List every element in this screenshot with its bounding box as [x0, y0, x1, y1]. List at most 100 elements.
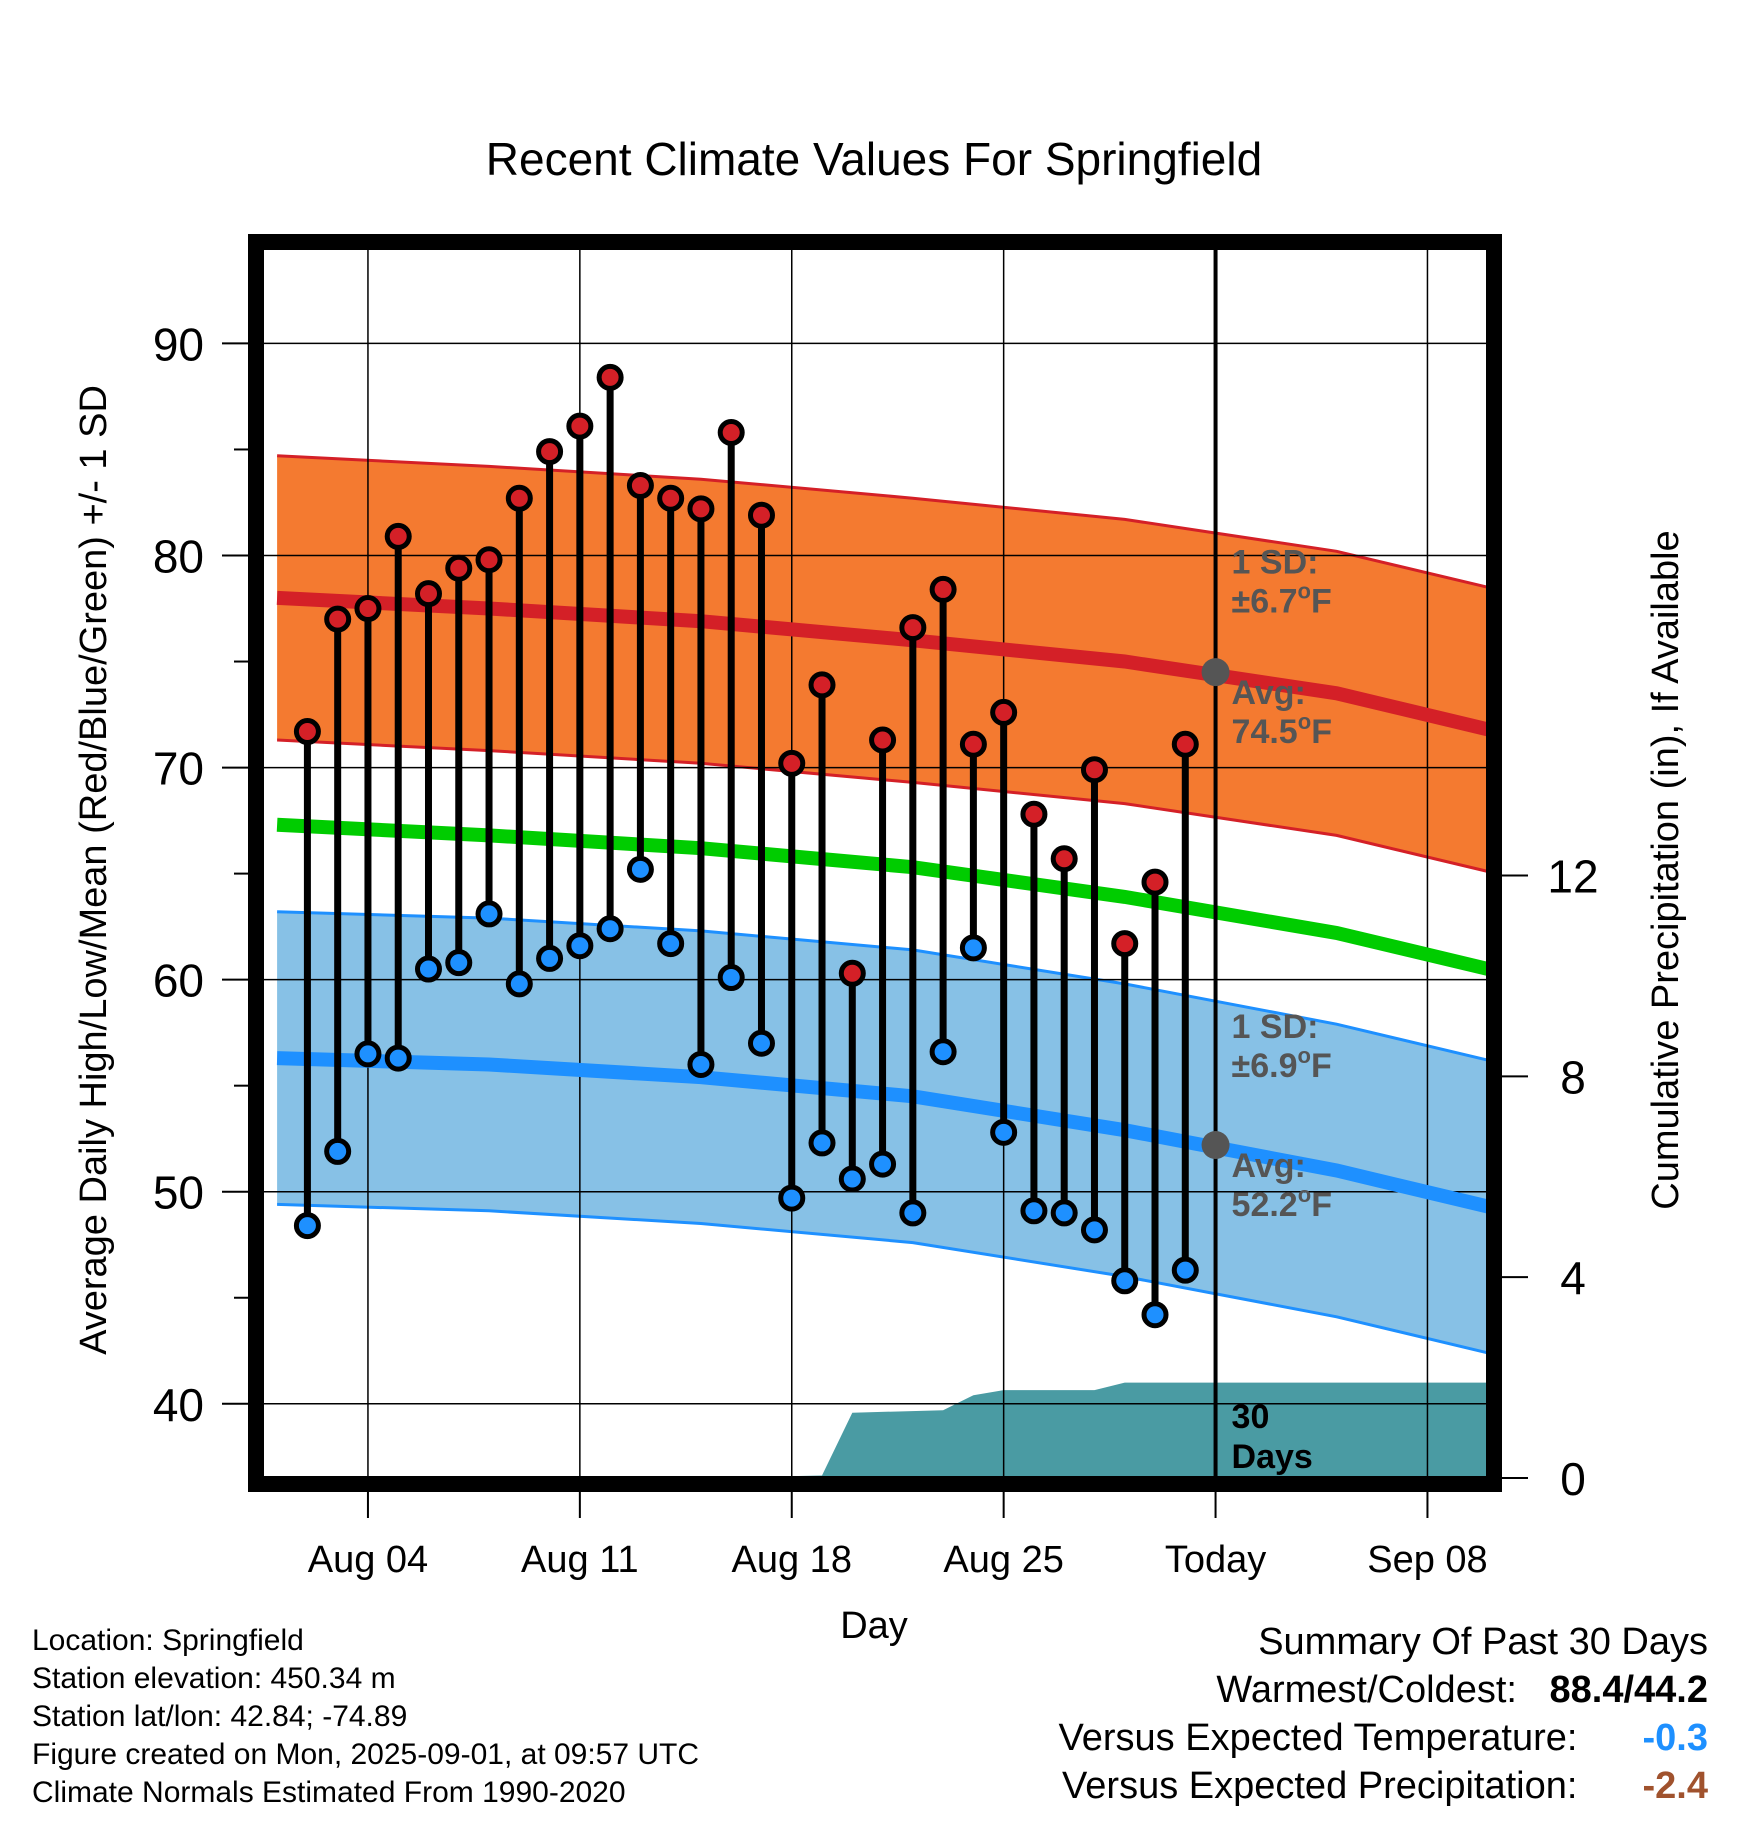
- daily-low-point: [505, 970, 533, 998]
- x-tick-label: Aug 04: [308, 1539, 428, 1581]
- precip-value: -2.4: [1642, 1765, 1708, 1807]
- x-tick-label: Aug 11: [521, 1539, 639, 1581]
- daily-high-point: [1141, 868, 1169, 896]
- daily-low-point: [929, 1038, 957, 1066]
- low-sd-value: ±6.9oF: [1232, 1043, 1332, 1085]
- y-axis-label: Average Daily High/Low/Mean (Red/Blue/Gr…: [73, 385, 115, 1355]
- daily-high-point: [505, 484, 533, 512]
- precip-label: Versus Expected Precipitation:: [1062, 1765, 1578, 1807]
- x-axis-label: Day: [840, 1605, 908, 1647]
- chart-title: Recent Climate Values For Springfield: [486, 133, 1262, 185]
- summary-temp: Versus Expected Temperature: -0.3: [1059, 1714, 1708, 1762]
- daily-high-point: [778, 749, 806, 777]
- daily-low-point: [1111, 1267, 1139, 1295]
- x-tick-label: Aug 25: [943, 1539, 1063, 1581]
- y-tick-label: 50: [153, 1167, 204, 1219]
- low-avg-label: Avg:: [1232, 1147, 1306, 1185]
- y-tick-label: 90: [153, 318, 204, 370]
- plot-frame: [248, 234, 1502, 1492]
- daily-high-point: [445, 554, 473, 582]
- low-sd-label: 1 SD:: [1232, 1008, 1319, 1046]
- today-low-avg-marker: [1201, 1131, 1230, 1160]
- daily-high-point: [838, 959, 866, 987]
- daily-high-point: [808, 671, 836, 699]
- y2-tick-label: 12: [1547, 851, 1598, 903]
- x-tick-label: Sep 08: [1367, 1539, 1487, 1581]
- warm-cold-label: Warmest/Coldest:: [1216, 1669, 1517, 1711]
- daily-low-point: [475, 900, 503, 928]
- daily-low-point: [778, 1184, 806, 1212]
- daily-low-point: [990, 1118, 1018, 1146]
- daily-low-point: [536, 944, 564, 972]
- daily-low-point: [445, 949, 473, 977]
- high-band-upper-edge: [277, 454, 1489, 589]
- daily-high-point: [899, 614, 927, 642]
- daily-high-point: [959, 730, 987, 758]
- temp-value: -0.3: [1642, 1717, 1708, 1759]
- precip-area: [277, 1382, 1489, 1478]
- daily-high-point: [324, 605, 352, 633]
- daily-low-point: [626, 855, 654, 883]
- y2-tick-label: 4: [1560, 1252, 1586, 1304]
- daily-low-point: [384, 1044, 412, 1072]
- daily-low-point: [1141, 1301, 1169, 1329]
- daily-high-point: [293, 718, 321, 746]
- daily-high-point: [566, 412, 594, 440]
- daily-low-point: [717, 964, 745, 992]
- y-tick-label: 80: [153, 531, 204, 583]
- high-sd-value: ±6.7oF: [1232, 578, 1332, 620]
- period-label-days: Days: [1232, 1438, 1313, 1476]
- daily-low-point: [414, 955, 442, 983]
- daily-low-point: [354, 1040, 382, 1068]
- y2-tick-label: 8: [1560, 1051, 1586, 1103]
- daily-low-point: [657, 930, 685, 958]
- daily-high-point: [687, 495, 715, 523]
- daily-low-point: [838, 1165, 866, 1193]
- summary-warm-cold: Warmest/Coldest: 88.4/44.2: [1059, 1666, 1708, 1714]
- daily-low-point: [1080, 1216, 1108, 1244]
- daily-high-point: [747, 501, 775, 529]
- period-label-number: 30: [1232, 1398, 1270, 1436]
- x-tick-label: Aug 18: [732, 1539, 852, 1581]
- summary-panel: Summary Of Past 30 Days Warmest/Coldest:…: [1059, 1618, 1708, 1810]
- daily-high-point: [1171, 730, 1199, 758]
- daily-high-point: [1111, 930, 1139, 958]
- daily-high-point: [414, 580, 442, 608]
- info-normals: Climate Normals Estimated From 1990-2020: [32, 1776, 626, 1809]
- daily-low-point: [687, 1050, 715, 1078]
- daily-low-point: [1020, 1197, 1048, 1225]
- info-elevation: Station elevation: 450.34 m: [32, 1662, 396, 1695]
- info-location: Location: Springfield: [32, 1624, 304, 1657]
- daily-low-point: [959, 934, 987, 962]
- daily-low-point: [596, 915, 624, 943]
- daily-high-point: [475, 546, 503, 574]
- daily-high-point: [626, 472, 654, 500]
- low-band-lower-edge: [277, 1202, 1489, 1355]
- summary-title: Summary Of Past 30 Days: [1258, 1621, 1708, 1663]
- y-tick-label: 60: [153, 955, 204, 1007]
- daily-low-point: [747, 1029, 775, 1057]
- daily-high-point: [929, 575, 957, 603]
- daily-high-point: [717, 419, 745, 446]
- daily-low-point: [566, 932, 594, 960]
- high-avg-label: Avg:: [1232, 674, 1306, 712]
- daily-low-point: [808, 1129, 836, 1157]
- daily-high-point: [536, 438, 564, 466]
- info-created: Figure created on Mon, 2025-09-01, at 09…: [32, 1738, 700, 1771]
- daily-high-point: [657, 484, 685, 512]
- daily-low-point: [293, 1212, 321, 1240]
- high-avg-value: 74.5oF: [1232, 709, 1332, 751]
- daily-low-point: [899, 1199, 927, 1227]
- high-sd-label: 1 SD:: [1232, 543, 1319, 581]
- daily-low-point: [1050, 1199, 1078, 1227]
- info-latlon: Station lat/lon: 42.84; -74.89: [32, 1700, 408, 1733]
- low-avg-value: 52.2oF: [1232, 1182, 1332, 1224]
- daily-high-point: [1020, 800, 1048, 828]
- daily-high-point: [596, 363, 624, 391]
- daily-high-point: [990, 698, 1018, 726]
- daily-low-point: [324, 1137, 352, 1165]
- summary-precip: Versus Expected Precipitation: -2.4: [1059, 1762, 1708, 1810]
- y2-tick-label: 0: [1560, 1453, 1586, 1505]
- y2-axis-label: Cumulative Precipitation (in), If Availa…: [1645, 530, 1687, 1209]
